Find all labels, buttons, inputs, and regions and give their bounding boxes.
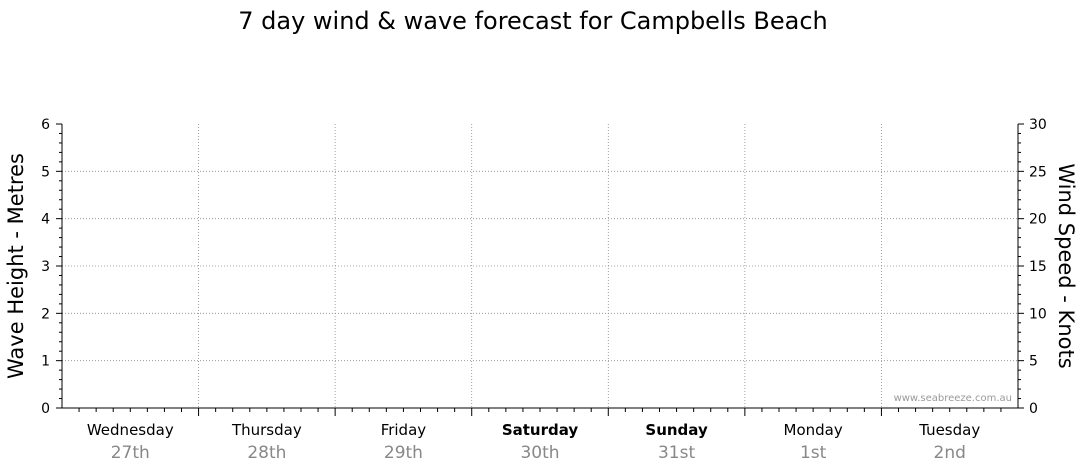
- left-tick-label: 6: [41, 117, 50, 133]
- date-label: 27th: [111, 443, 150, 463]
- day-label: Thursday: [231, 421, 302, 439]
- wave-height-axis: 0 1 2 3 4 5 6: [41, 117, 62, 417]
- left-tick-label: 4: [41, 212, 50, 228]
- chart-title: 7 day wind & wave forecast for Campbells…: [238, 7, 828, 35]
- right-tick-label: 25: [1029, 164, 1047, 180]
- date-label: 31st: [658, 443, 695, 463]
- right-tick-label: 10: [1029, 306, 1047, 322]
- wind-speed-axis: 0 5 10 15 20 25 30: [1018, 117, 1047, 417]
- grid-lines: [62, 124, 1018, 408]
- day-label: Sunday: [645, 421, 708, 439]
- day-axis: Wednesday 27th Thursday 28th Friday 29th Satur…: [78, 408, 1002, 463]
- right-tick-label: 20: [1029, 212, 1047, 228]
- date-label: 29th: [384, 443, 423, 463]
- watermark: www.seabreeze.com.au: [894, 393, 1012, 404]
- left-tick-label: 5: [41, 164, 50, 180]
- date-label: 30th: [520, 443, 559, 463]
- date-label: 1st: [800, 443, 827, 463]
- left-tick-label: 3: [41, 259, 50, 275]
- left-tick-label: 2: [41, 306, 50, 322]
- left-tick-label: 0: [41, 401, 50, 417]
- day-label: Tuesday: [918, 421, 980, 439]
- date-label: 28th: [247, 443, 286, 463]
- day-label: Friday: [381, 421, 427, 439]
- day-label: Monday: [784, 421, 843, 439]
- right-tick-label: 30: [1029, 117, 1047, 133]
- day-label: Wednesday: [87, 421, 174, 439]
- right-tick-label: 5: [1029, 354, 1038, 370]
- day-label: Saturday: [502, 421, 579, 439]
- wave-height-axis-label: Wave Height - Metres: [4, 153, 28, 379]
- right-tick-label: 15: [1029, 259, 1047, 275]
- date-label: 2nd: [934, 443, 966, 463]
- left-tick-label: 1: [41, 354, 50, 370]
- wind-speed-axis-label: Wind Speed - Knots: [1054, 163, 1078, 368]
- right-tick-label: 0: [1029, 401, 1038, 417]
